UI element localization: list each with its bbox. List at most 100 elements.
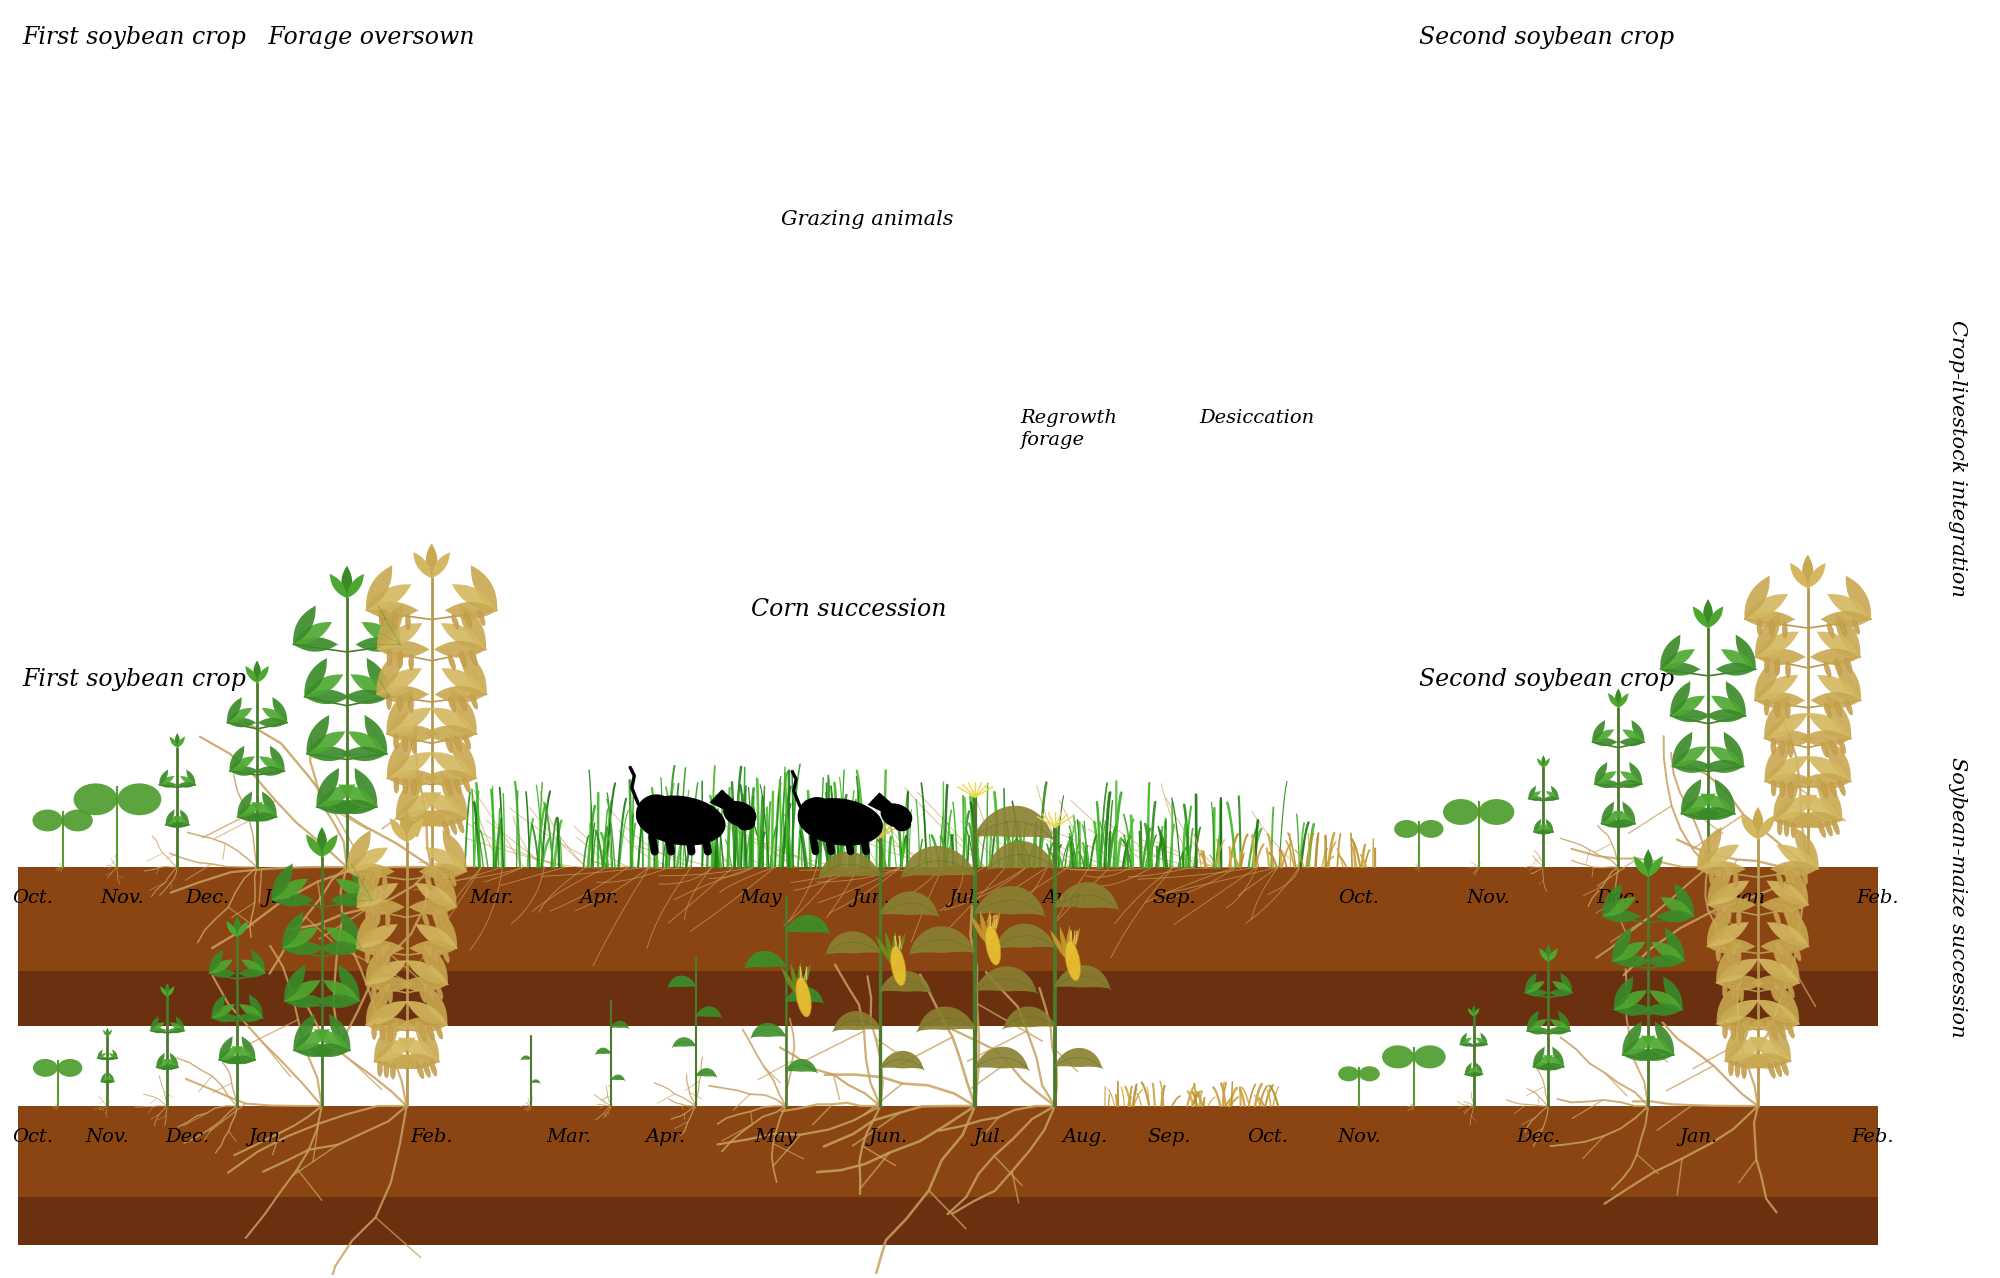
- Ellipse shape: [1788, 782, 1794, 799]
- Polygon shape: [390, 818, 406, 842]
- Polygon shape: [1802, 555, 1814, 588]
- Polygon shape: [376, 686, 428, 703]
- Ellipse shape: [442, 907, 450, 923]
- Polygon shape: [1708, 881, 1750, 905]
- Polygon shape: [1612, 928, 1632, 961]
- Ellipse shape: [380, 1025, 384, 1040]
- Polygon shape: [1682, 780, 1702, 814]
- Polygon shape: [1794, 827, 1818, 869]
- Polygon shape: [450, 734, 476, 778]
- Polygon shape: [212, 1005, 234, 1017]
- Polygon shape: [356, 866, 380, 907]
- Ellipse shape: [1726, 947, 1730, 962]
- Text: Nov.: Nov.: [1338, 1128, 1380, 1146]
- Polygon shape: [1616, 780, 1642, 789]
- Polygon shape: [330, 574, 346, 598]
- Ellipse shape: [1736, 948, 1742, 965]
- Ellipse shape: [1772, 780, 1776, 796]
- Polygon shape: [1816, 631, 1860, 657]
- Ellipse shape: [372, 1024, 376, 1039]
- Polygon shape: [98, 1057, 108, 1059]
- Polygon shape: [322, 835, 338, 858]
- Polygon shape: [226, 921, 238, 937]
- Ellipse shape: [986, 925, 1000, 965]
- Polygon shape: [362, 622, 400, 644]
- Ellipse shape: [1844, 658, 1852, 672]
- Polygon shape: [1808, 757, 1850, 781]
- Polygon shape: [366, 565, 392, 611]
- Ellipse shape: [1770, 1025, 1778, 1040]
- Polygon shape: [1798, 795, 1842, 820]
- Ellipse shape: [1846, 700, 1852, 714]
- Polygon shape: [1614, 812, 1636, 823]
- Polygon shape: [1552, 786, 1558, 799]
- Ellipse shape: [1728, 1059, 1734, 1076]
- Ellipse shape: [1824, 703, 1832, 718]
- Polygon shape: [356, 900, 404, 915]
- Ellipse shape: [1794, 905, 1800, 920]
- Polygon shape: [610, 1021, 628, 1029]
- Polygon shape: [1764, 713, 1808, 739]
- Ellipse shape: [448, 872, 456, 887]
- Ellipse shape: [880, 804, 912, 828]
- Ellipse shape: [728, 801, 736, 808]
- Polygon shape: [1756, 631, 1798, 657]
- Text: Dec.: Dec.: [166, 1128, 210, 1146]
- Polygon shape: [1542, 1063, 1564, 1071]
- Polygon shape: [160, 776, 174, 785]
- Polygon shape: [282, 942, 324, 955]
- Polygon shape: [112, 1049, 118, 1058]
- Polygon shape: [1660, 649, 1694, 670]
- Ellipse shape: [1414, 1045, 1446, 1068]
- Polygon shape: [1654, 1022, 1674, 1054]
- Ellipse shape: [1782, 622, 1788, 638]
- Ellipse shape: [372, 984, 376, 999]
- Polygon shape: [1634, 856, 1648, 877]
- Polygon shape: [450, 689, 476, 734]
- Ellipse shape: [1774, 910, 1780, 925]
- Ellipse shape: [1742, 1063, 1746, 1079]
- Polygon shape: [1476, 1038, 1488, 1044]
- Polygon shape: [166, 822, 184, 828]
- Ellipse shape: [376, 948, 380, 965]
- Ellipse shape: [1790, 822, 1796, 838]
- Polygon shape: [374, 1054, 422, 1070]
- Polygon shape: [1664, 976, 1682, 1010]
- Polygon shape: [424, 984, 448, 1025]
- Polygon shape: [880, 971, 932, 993]
- Polygon shape: [284, 980, 320, 1001]
- Ellipse shape: [436, 984, 444, 999]
- Ellipse shape: [420, 1026, 426, 1042]
- Ellipse shape: [1830, 782, 1836, 797]
- Ellipse shape: [1780, 740, 1784, 755]
- Polygon shape: [1528, 796, 1542, 801]
- Ellipse shape: [1774, 659, 1780, 675]
- Polygon shape: [230, 746, 244, 771]
- Polygon shape: [1744, 594, 1788, 620]
- Polygon shape: [104, 1080, 114, 1082]
- Polygon shape: [166, 817, 180, 824]
- Polygon shape: [1758, 958, 1800, 983]
- Polygon shape: [294, 1015, 314, 1051]
- Polygon shape: [410, 941, 456, 956]
- Polygon shape: [226, 698, 242, 722]
- Polygon shape: [892, 932, 896, 966]
- Ellipse shape: [470, 651, 478, 666]
- Polygon shape: [1754, 657, 1780, 700]
- Polygon shape: [238, 812, 266, 822]
- Bar: [18, 1105, 1878, 1245]
- Ellipse shape: [1822, 743, 1828, 758]
- Polygon shape: [1612, 955, 1650, 967]
- Ellipse shape: [1716, 905, 1722, 921]
- Polygon shape: [1544, 758, 1550, 768]
- Polygon shape: [110, 1074, 114, 1081]
- Polygon shape: [366, 1001, 408, 1025]
- Text: Jan.: Jan.: [1678, 1128, 1718, 1146]
- Polygon shape: [1708, 923, 1748, 947]
- Polygon shape: [1708, 863, 1732, 905]
- Polygon shape: [1672, 760, 1712, 773]
- Polygon shape: [434, 686, 486, 703]
- Ellipse shape: [420, 988, 426, 1003]
- Polygon shape: [1754, 693, 1804, 708]
- Polygon shape: [306, 835, 322, 858]
